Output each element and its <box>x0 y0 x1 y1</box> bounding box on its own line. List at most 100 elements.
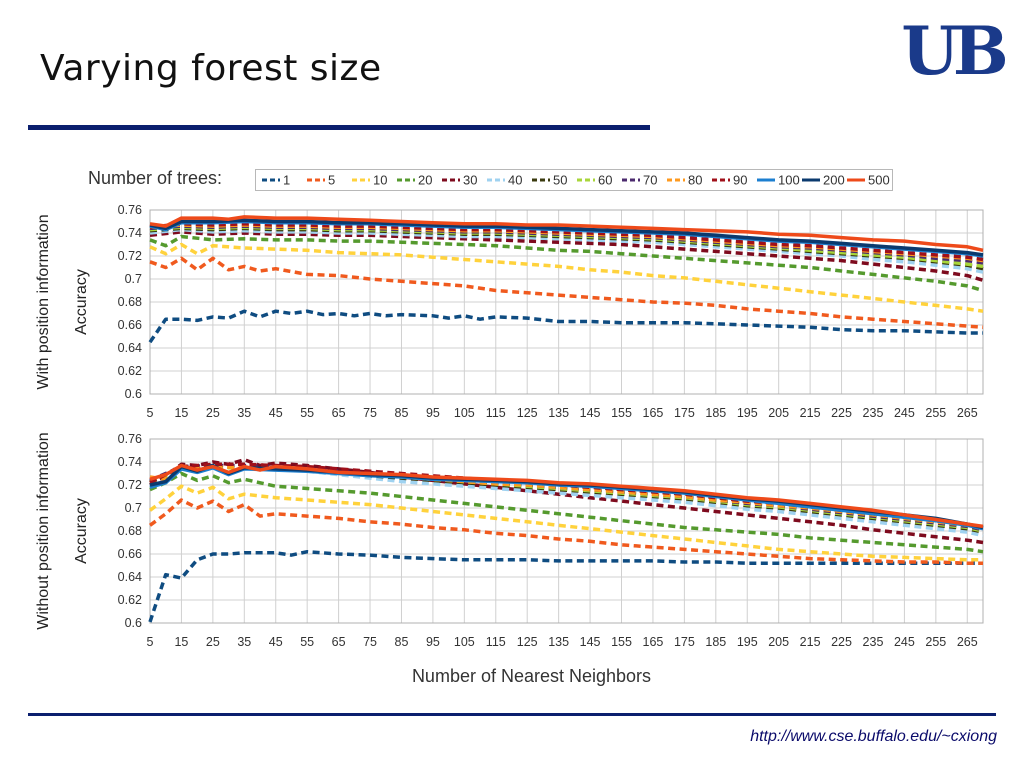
y-tick-label: 0.6 <box>125 616 142 630</box>
series-line-10 <box>149 242 984 313</box>
x-tick-label: 255 <box>925 406 946 420</box>
legend-entry-10: 10 <box>352 173 387 188</box>
y-tick-label: 0.74 <box>118 226 142 240</box>
x-tick-label: 185 <box>705 635 726 649</box>
x-tick-label: 145 <box>580 635 601 649</box>
x-tick-label: 155 <box>611 635 632 649</box>
x-tick-label: 245 <box>894 635 915 649</box>
legend-label: 50 <box>553 173 567 188</box>
legend-label: 1 <box>283 173 290 188</box>
x-tick-label: 45 <box>269 406 283 420</box>
x-tick-label: 155 <box>611 406 632 420</box>
footer-url[interactable]: http://www.cse.buffalo.edu/~cxiong <box>750 728 997 745</box>
legend-entry-200: 200 <box>802 173 845 188</box>
legend-label: 90 <box>733 173 747 188</box>
x-tick-label: 5 <box>147 406 154 420</box>
legend-title: Number of trees: <box>88 168 223 188</box>
series-line-5 <box>148 498 983 565</box>
x-tick-label: 105 <box>454 635 475 649</box>
series-line-40 <box>149 464 984 538</box>
series-line-20 <box>149 234 984 293</box>
legend-label: 60 <box>598 173 612 188</box>
legend-label: 5 <box>328 173 335 188</box>
y-tick-label: 0.6 <box>125 387 142 401</box>
series-line-1 <box>148 309 983 344</box>
legend-label: 80 <box>688 173 702 188</box>
legend-entry-70: 70 <box>622 173 657 188</box>
legend-entry-60: 60 <box>577 173 612 188</box>
y-tick-label: 0.7 <box>125 272 142 286</box>
x-tick-label: 25 <box>206 635 220 649</box>
x-axis-label: Number of Nearest Neighbors <box>412 666 651 686</box>
title-rule <box>28 125 650 130</box>
y-tick-label: 0.66 <box>118 318 142 332</box>
x-tick-label: 175 <box>674 635 695 649</box>
x-tick-label: 65 <box>332 635 346 649</box>
legend-label: 500 <box>868 173 890 188</box>
legend-entry-100: 100 <box>757 173 800 188</box>
x-tick-label: 245 <box>894 406 915 420</box>
x-tick-label: 185 <box>705 406 726 420</box>
legend-entry-80: 80 <box>667 173 702 188</box>
series-line-30 <box>149 230 984 282</box>
x-tick-label: 115 <box>486 406 506 420</box>
series-line-500 <box>149 463 984 529</box>
x-tick-label: 205 <box>768 406 789 420</box>
x-tick-label: 5 <box>147 635 154 649</box>
series-line-30 <box>149 457 984 545</box>
y-axis-label: Accuracy <box>73 498 90 564</box>
legend-entry-5: 5 <box>307 173 335 188</box>
x-tick-label: 95 <box>426 406 440 420</box>
x-tick-label: 15 <box>174 406 188 420</box>
footer-rule <box>28 713 996 716</box>
x-tick-label: 55 <box>300 635 314 649</box>
x-tick-label: 115 <box>486 635 506 649</box>
legend-entry-40: 40 <box>487 173 522 188</box>
x-tick-label: 175 <box>674 406 695 420</box>
y-tick-label: 0.72 <box>118 249 142 263</box>
chart-panel-2: 0.6 0.62 0.64 0.66 0.68 0.7 0.72 0.74 0.76 5 15 25 3… <box>35 432 984 686</box>
y-tick-label: 0.64 <box>118 341 142 355</box>
x-tick-label: 125 <box>517 406 538 420</box>
y-axis-label: Accuracy <box>73 269 90 335</box>
legend-entry-30: 30 <box>442 173 477 188</box>
x-tick-label: 25 <box>206 406 220 420</box>
y-tick-label: 0.68 <box>118 295 142 309</box>
x-tick-label: 105 <box>454 406 475 420</box>
x-tick-label: 35 <box>237 406 251 420</box>
x-tick-label: 215 <box>800 406 821 420</box>
y-tick-label: 0.76 <box>118 203 142 217</box>
x-tick-label: 165 <box>643 406 664 420</box>
x-tick-label: 15 <box>174 635 188 649</box>
legend-label: 200 <box>823 173 845 188</box>
series-line-90 <box>149 222 984 262</box>
x-tick-label: 85 <box>395 635 409 649</box>
x-tick-label: 55 <box>300 406 314 420</box>
legend-entry-90: 90 <box>712 173 747 188</box>
series-line-10 <box>148 484 983 562</box>
x-tick-label: 195 <box>737 635 758 649</box>
series-line-500 <box>149 215 984 253</box>
panel-label: Without position information <box>35 432 52 629</box>
x-tick-label: 135 <box>548 406 569 420</box>
legend-entry-50: 50 <box>532 173 567 188</box>
x-tick-label: 145 <box>580 406 601 420</box>
x-tick-label: 235 <box>863 635 884 649</box>
series-line-40 <box>149 227 984 274</box>
legend-label: 30 <box>463 173 477 188</box>
y-tick-label: 0.64 <box>118 570 142 584</box>
x-tick-label: 265 <box>957 635 978 649</box>
panel-label: With position information <box>35 214 52 389</box>
y-tick-label: 0.68 <box>118 524 142 538</box>
x-tick-label: 225 <box>831 635 852 649</box>
legend-entry-20: 20 <box>397 173 432 188</box>
x-tick-label: 95 <box>426 635 440 649</box>
chart-panel-1: 0.6 0.62 0.64 0.66 0.68 0.7 0.72 0.74 0.76 5 15 25 3… <box>35 203 984 420</box>
legend-entry-1: 1 <box>262 173 290 188</box>
legend-label: 10 <box>373 173 387 188</box>
x-tick-label: 255 <box>925 635 946 649</box>
y-tick-label: 0.76 <box>118 432 142 446</box>
series-line-200 <box>149 218 984 257</box>
x-tick-label: 235 <box>863 406 884 420</box>
